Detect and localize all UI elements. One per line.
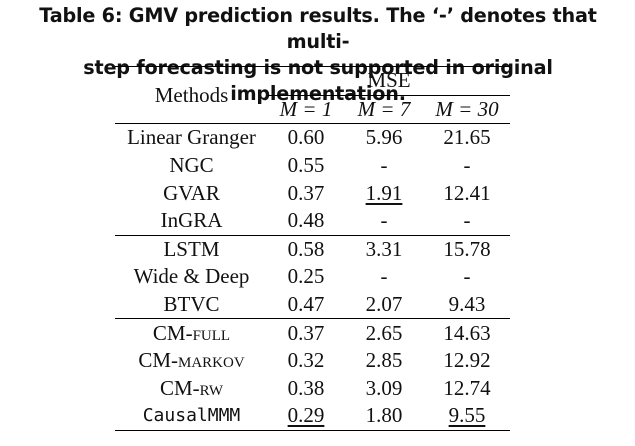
- mse-value: -: [463, 208, 471, 233]
- table-row: CausalMMM 0.29 1.80 9.55: [115, 402, 510, 431]
- method-name: CM-markov: [115, 347, 268, 375]
- mse-value: 0.32: [287, 348, 325, 373]
- method-prefix: CM-: [138, 348, 178, 373]
- method-prefix: CM-: [159, 375, 200, 400]
- table-row: CM-markov 0.32 2.85 12.92: [115, 347, 510, 375]
- mse-value: 0.58: [268, 234, 344, 264]
- mse-value-second-best: 9.55: [424, 402, 510, 431]
- mse-value: 15.78: [424, 234, 510, 264]
- mse-value: 2.85: [365, 348, 403, 373]
- underlined-value: 1.91: [365, 180, 403, 205]
- results-table: Methods MSE M = 1 M = 7 M = 30 Linear Gr…: [115, 65, 510, 431]
- mse-header: MSE: [268, 66, 510, 96]
- table-row: GVAR 0.37 1.91 12.41: [115, 179, 510, 207]
- method-name: NGC: [169, 153, 214, 178]
- header-row-horizon: M = 1 M = 7 M = 30: [115, 95, 510, 124]
- method-variant: rw: [199, 375, 224, 400]
- horizon-header-30: M = 30: [435, 96, 499, 121]
- mse-value: 2.07: [365, 292, 403, 317]
- caption-line-1: Table 6: GMV prediction results. The ‘-’…: [39, 4, 597, 53]
- mse-value: 12.41: [443, 180, 491, 205]
- table-row: Linear Granger 0.60 5.96 21.65: [115, 123, 510, 152]
- table-row: CM-rw 0.38 3.09 12.74: [115, 375, 510, 403]
- underlined-value: 0.29: [287, 403, 325, 428]
- mse-value: 14.63: [424, 318, 510, 347]
- table-row: InGRA 0.48 - -: [115, 207, 510, 235]
- mse-value: 12.92: [443, 348, 491, 373]
- mse-value: 2.65: [344, 318, 424, 347]
- mse-value-best: 1.80: [344, 402, 424, 431]
- mse-value: 5.96: [344, 123, 424, 152]
- mse-value: -: [380, 264, 388, 289]
- method-name: CM-full: [115, 318, 268, 347]
- mse-value: 3.31: [344, 234, 424, 264]
- mse-value-best: 0.25: [287, 264, 325, 289]
- table-row: Wide & Deep 0.25 - -: [115, 263, 510, 291]
- table-row: LSTM 0.58 3.31 15.78: [115, 234, 510, 264]
- table-row: CM-full 0.37 2.65 14.63: [115, 318, 510, 347]
- mse-value: -: [463, 264, 471, 289]
- method-variant: full: [192, 320, 231, 345]
- method-name: GVAR: [163, 180, 220, 205]
- header-row-metric: Methods MSE: [115, 65, 510, 124]
- method-name: CausalMMM: [115, 402, 268, 431]
- mse-value-second-best: 0.29: [268, 402, 344, 431]
- mse-value: 0.37: [268, 318, 344, 347]
- mse-value: 0.37: [287, 180, 325, 205]
- mse-value: 3.09: [365, 375, 403, 400]
- mse-value: 0.55: [287, 153, 325, 178]
- method-name: CM-rw: [115, 375, 268, 403]
- mse-value-second-best: 1.91: [344, 179, 424, 207]
- mse-value: 0.38: [287, 375, 325, 400]
- table-row: BTVC 0.47 2.07 9.43: [115, 291, 510, 319]
- horizon-header-1: M = 1: [279, 96, 333, 121]
- method-name: Wide & Deep: [133, 264, 250, 289]
- mse-value: -: [380, 153, 388, 178]
- mse-value: 0.47: [287, 292, 325, 317]
- method-name: BTVC: [163, 292, 220, 317]
- mse-value-best: 9.43: [448, 292, 486, 317]
- methods-header: Methods: [115, 65, 268, 124]
- horizon-header-7: M = 7: [357, 96, 411, 121]
- method-name: InGRA: [160, 208, 223, 233]
- method-variant: markov: [178, 348, 245, 373]
- table-row: NGC 0.55 - -: [115, 152, 510, 180]
- mse-value: 0.48: [287, 208, 325, 233]
- method-name: LSTM: [115, 234, 268, 264]
- mse-value: -: [463, 153, 471, 178]
- mse-value: 21.65: [424, 123, 510, 152]
- mse-value: -: [380, 208, 388, 233]
- method-prefix: CM-: [152, 320, 193, 345]
- underlined-value: 9.55: [448, 403, 486, 428]
- mse-value: 0.60: [268, 123, 344, 152]
- mse-value: 12.74: [443, 375, 491, 400]
- method-name: Linear Granger: [115, 123, 268, 152]
